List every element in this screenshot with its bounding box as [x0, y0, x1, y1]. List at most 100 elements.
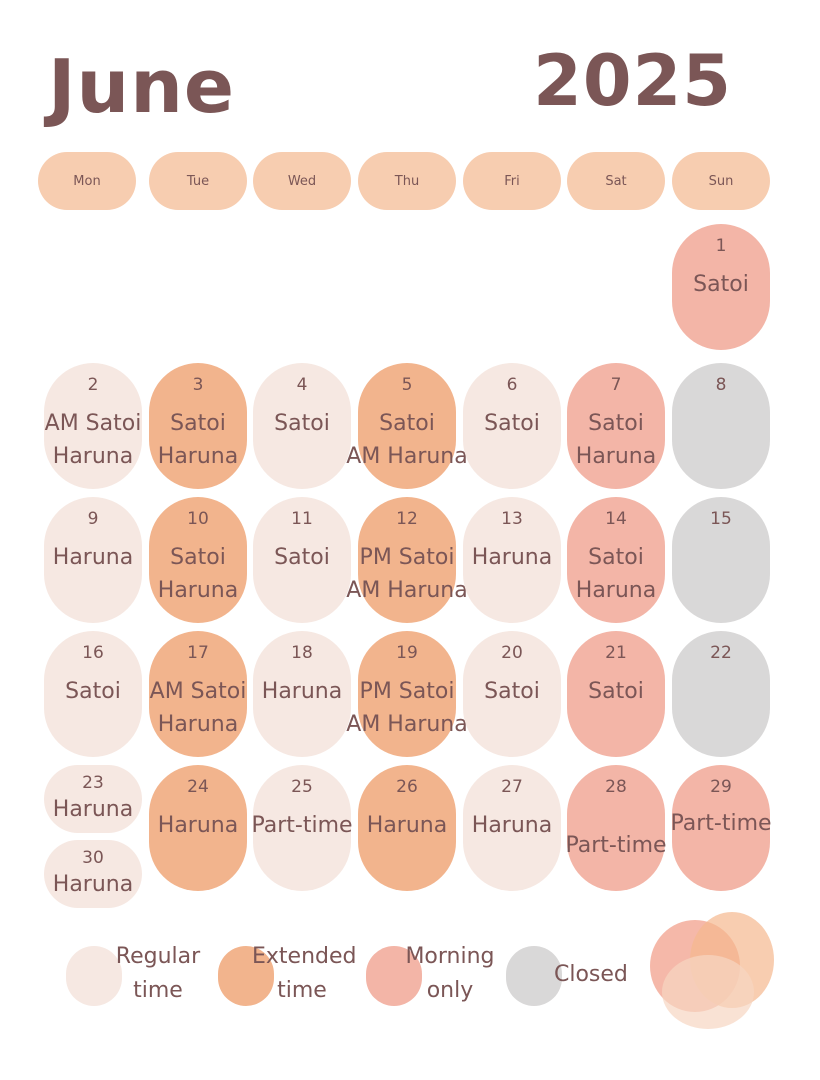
day-cell-30: 30 Haruna: [44, 840, 142, 908]
weekday-thu: Thu: [358, 152, 456, 210]
weekday-tue: Tue: [149, 152, 247, 210]
staff-assignment: Haruna: [52, 872, 134, 897]
weekday-sun: Sun: [672, 152, 770, 210]
day-number: 21: [605, 643, 627, 663]
staff-assignment: Satoi: [274, 411, 330, 436]
day-number: 13: [501, 509, 523, 529]
legend-label-closed: Closed: [554, 962, 628, 987]
day-cell-5: 5 Satoi AM Haruna: [346, 363, 468, 489]
day-number: 17: [187, 643, 209, 663]
staff-assignment: Satoi: [170, 545, 226, 570]
day-cell-12: 12 PM Satoi AM Haruna: [346, 497, 468, 623]
weekday-sat: Sat: [567, 152, 665, 210]
staff-assignment: Haruna: [157, 712, 239, 737]
staff-assignment: AM Satoi: [149, 679, 247, 704]
day-number: 25: [291, 777, 313, 797]
day-cell-3: 3 Satoi Haruna: [149, 363, 247, 489]
day-number: 26: [396, 777, 418, 797]
day-number: 24: [187, 777, 209, 797]
staff-assignment: Haruna: [52, 797, 134, 822]
staff-assignment: AM Haruna: [346, 712, 468, 737]
day-cell-18: 18 Haruna: [253, 631, 351, 757]
day-cell-26: 26 Haruna: [358, 765, 456, 891]
staff-assignment: Haruna: [157, 578, 239, 603]
legend-swatch-extended: [218, 946, 274, 1006]
staff-assignment: Haruna: [52, 444, 134, 469]
day-cell-25: 25 Part-time: [251, 765, 353, 891]
day-number: 11: [291, 509, 313, 529]
day-cell-27: 27 Haruna: [463, 765, 561, 891]
year-title: 2025: [533, 40, 732, 122]
staff-assignment: AM Haruna: [346, 578, 468, 603]
legend-swatch-morning: [366, 946, 422, 1006]
staff-assignment: Satoi: [484, 411, 540, 436]
day-cell-10: 10 Satoi Haruna: [149, 497, 247, 623]
day-cell-14: 14 Satoi Haruna: [567, 497, 665, 623]
staff-assignment: Satoi: [65, 679, 121, 704]
day-cell-9: 9 Haruna: [44, 497, 142, 623]
day-number: 8: [715, 375, 727, 395]
weekday-wed: Wed: [253, 152, 351, 210]
staff-assignment: Satoi: [484, 679, 540, 704]
day-number: 4: [296, 375, 308, 395]
staff-assignment: Haruna: [366, 813, 448, 838]
staff-assignment: Part-time: [251, 813, 353, 838]
day-cell-20: 20 Satoi: [463, 631, 561, 757]
day-number: 3: [192, 375, 204, 395]
legend-swatch-regular: [66, 946, 122, 1006]
day-number: 1: [715, 236, 727, 256]
day-cell-21: 21 Satoi: [567, 631, 665, 757]
day-cell-7: 7 Satoi Haruna: [567, 363, 665, 489]
staff-assignment: Satoi: [274, 545, 330, 570]
day-cell-22: 22: [672, 631, 770, 757]
staff-assignment: Haruna: [261, 679, 343, 704]
legend-label-regular: Regular time: [115, 944, 201, 1003]
day-cell-4: 4 Satoi: [253, 363, 351, 489]
day-number: 12: [396, 509, 418, 529]
staff-assignment: AM Haruna: [346, 444, 468, 469]
staff-assignment: Satoi: [588, 545, 644, 570]
staff-assignment: Haruna: [575, 578, 657, 603]
day-cell-1: 1 Satoi: [672, 224, 770, 350]
day-number: 14: [605, 509, 627, 529]
day-cell-11: 11 Satoi: [253, 497, 351, 623]
day-number: 23: [82, 773, 104, 793]
day-cell-29: 29 Part-time: [670, 765, 772, 891]
day-number: 20: [501, 643, 523, 663]
staff-assignment: Haruna: [471, 545, 553, 570]
day-number: 15: [710, 509, 732, 529]
staff-assignment: Satoi: [693, 272, 749, 297]
weekday-mon: Mon: [38, 152, 136, 210]
staff-assignment: PM Satoi: [359, 679, 455, 704]
day-cell-16: 16 Satoi: [44, 631, 142, 757]
day-cell-24: 24 Haruna: [149, 765, 247, 891]
legend-label-morning: Morning only: [405, 944, 495, 1003]
weekday-fri: Fri: [463, 152, 561, 210]
day-number: 22: [710, 643, 732, 663]
staff-assignment: Satoi: [379, 411, 435, 436]
day-number: 18: [291, 643, 313, 663]
day-number: 19: [396, 643, 418, 663]
staff-assignment: Haruna: [52, 545, 134, 570]
day-cell-8: 8: [672, 363, 770, 489]
staff-assignment: Satoi: [170, 411, 226, 436]
day-cell-6: 6 Satoi: [463, 363, 561, 489]
month-title: June: [48, 44, 236, 130]
staff-assignment: Satoi: [588, 679, 644, 704]
day-number: 27: [501, 777, 523, 797]
day-number: 7: [610, 375, 622, 395]
staff-assignment: Haruna: [157, 813, 239, 838]
staff-assignment: Haruna: [157, 444, 239, 469]
day-number: 2: [87, 375, 99, 395]
day-cell-15: 15: [672, 497, 770, 623]
day-cell-28: 28 Part-time: [565, 765, 667, 891]
day-number: 9: [87, 509, 99, 529]
staff-assignment: Satoi: [588, 411, 644, 436]
day-number: 28: [605, 777, 627, 797]
day-number: 16: [82, 643, 104, 663]
staff-assignment: Haruna: [575, 444, 657, 469]
day-cell-17: 17 AM Satoi Haruna: [149, 631, 247, 757]
day-number: 29: [710, 777, 732, 797]
legend-label-extended: Extended time: [252, 944, 357, 1003]
staff-assignment: Haruna: [471, 813, 553, 838]
